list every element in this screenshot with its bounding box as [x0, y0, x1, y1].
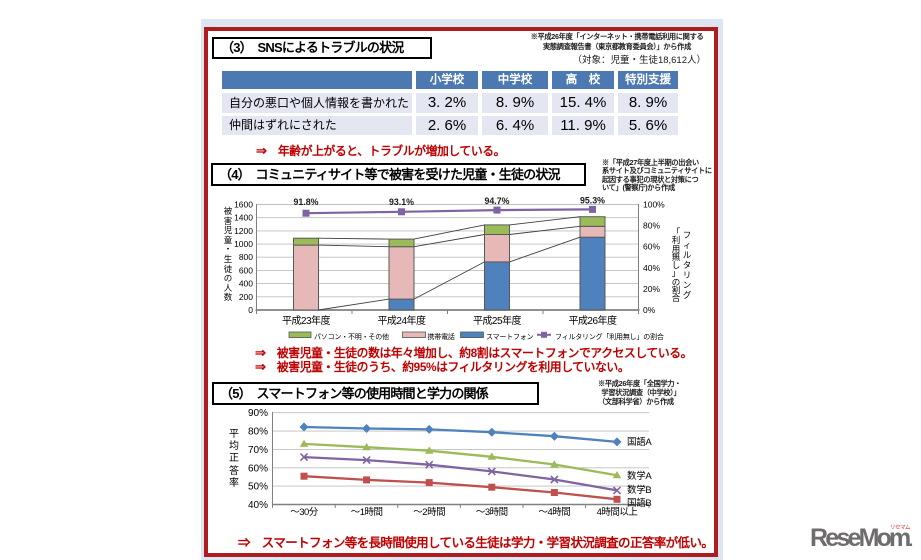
svg-text:1200: 1200 — [234, 226, 253, 236]
svg-text:国語B: 国語B — [627, 497, 651, 509]
svg-text:平成26年度: 平成26年度 — [568, 314, 617, 327]
svg-text:80%: 80% — [248, 427, 268, 438]
svg-text:0%: 0% — [643, 305, 656, 315]
svg-text:平成25年度: 平成25年度 — [473, 314, 522, 327]
svg-text:70%: 70% — [248, 445, 268, 456]
svg-text:～1時間: ～1時間 — [351, 507, 383, 518]
svg-text:国語A: 国語A — [627, 436, 652, 448]
svg-text:0: 0 — [248, 305, 253, 315]
svg-text:～2時間: ～2時間 — [413, 507, 445, 518]
svg-text:数学B: 数学B — [627, 484, 651, 496]
svg-text:600: 600 — [239, 265, 253, 275]
svg-text:パソコン・不明・その他: パソコン・不明・その他 — [314, 332, 389, 341]
svg-text:20%: 20% — [643, 284, 660, 294]
svg-text:4時間以上: 4時間以上 — [597, 507, 639, 518]
svg-text:80%: 80% — [643, 221, 660, 231]
svg-text:60%: 60% — [643, 242, 660, 252]
svg-text:90%: 90% — [248, 408, 268, 419]
svg-text:携帯電話: 携帯電話 — [428, 332, 455, 341]
svg-text:95.3%: 95.3% — [580, 196, 605, 206]
svg-text:94.7%: 94.7% — [485, 196, 510, 206]
svg-text:1600: 1600 — [234, 200, 253, 210]
svg-text:800: 800 — [239, 252, 253, 262]
svg-text:～4時間: ～4時間 — [539, 507, 571, 518]
svg-text:100%: 100% — [643, 200, 665, 210]
svg-text:平成24年度: 平成24年度 — [377, 314, 426, 327]
svg-text:～30分: ～30分 — [290, 507, 319, 518]
svg-text:91.8%: 91.8% — [294, 197, 319, 207]
svg-text:50%: 50% — [248, 482, 268, 493]
svg-text:1000: 1000 — [234, 239, 253, 249]
svg-text:スマートフォン: スマートフォン — [486, 333, 534, 341]
svg-text:数学A: 数学A — [627, 470, 652, 482]
svg-text:93.1%: 93.1% — [389, 197, 414, 207]
svg-text:40%: 40% — [248, 500, 268, 511]
svg-text:400: 400 — [239, 279, 253, 289]
svg-text:フィルタリング「利用無し」の割合: フィルタリング「利用無し」の割合 — [555, 332, 664, 341]
svg-text:～3時間: ～3時間 — [476, 507, 508, 518]
svg-text:200: 200 — [239, 292, 253, 302]
svg-text:60%: 60% — [248, 463, 268, 474]
svg-text:平成23年度: 平成23年度 — [282, 314, 331, 327]
svg-text:1400: 1400 — [234, 213, 253, 223]
svg-text:40%: 40% — [643, 263, 660, 273]
